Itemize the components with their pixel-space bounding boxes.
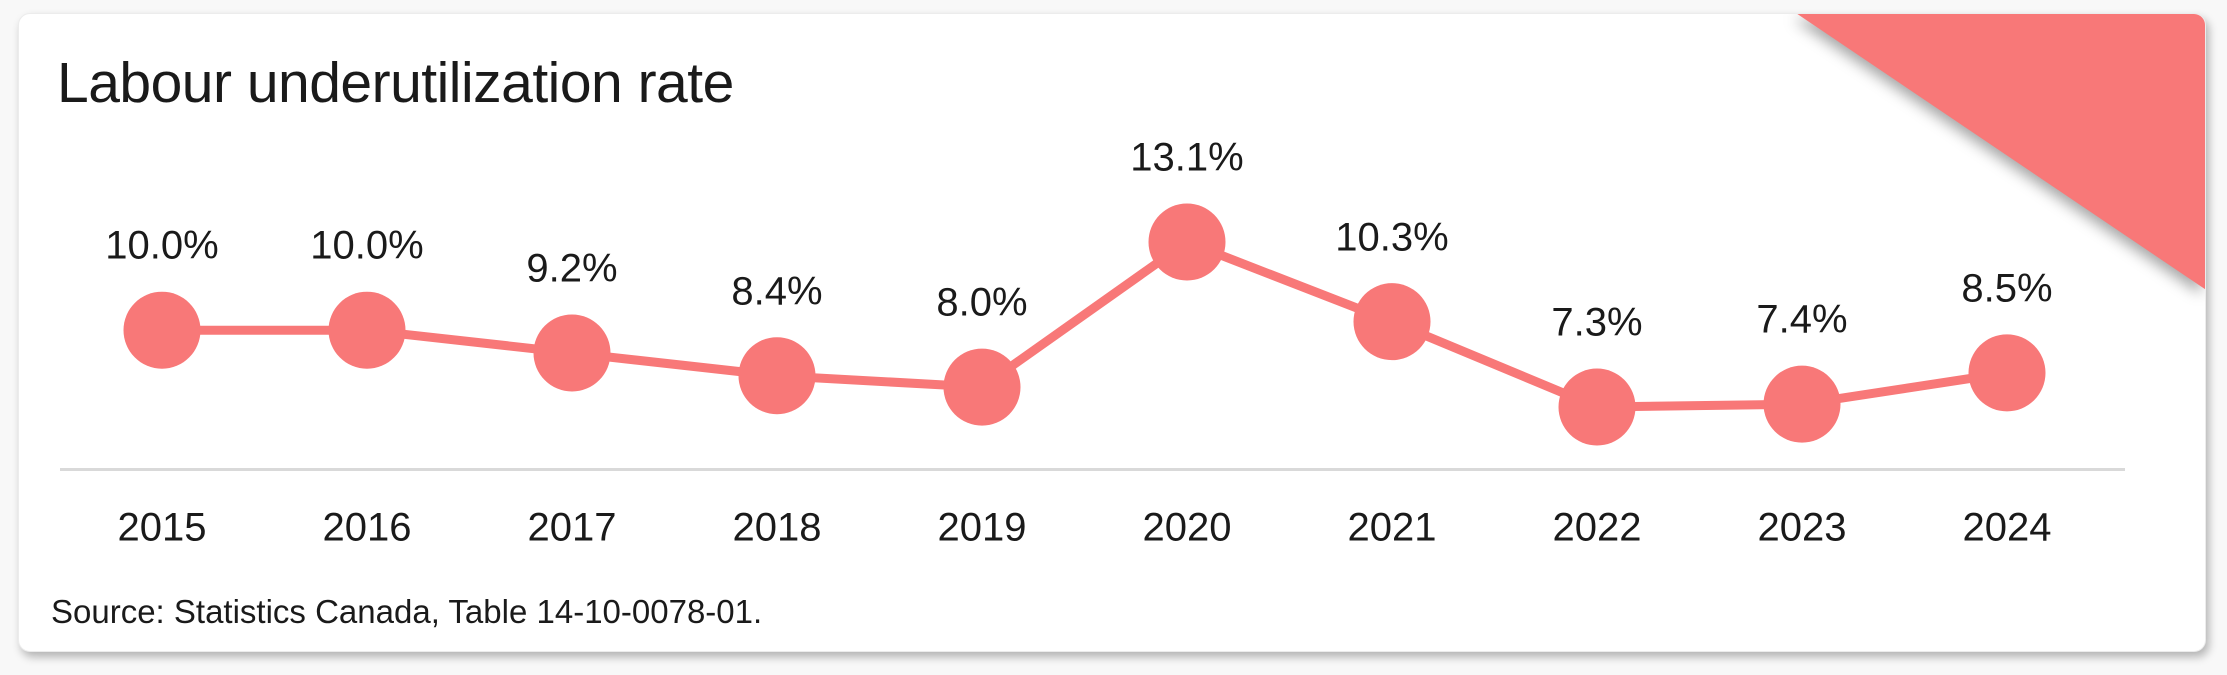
chart-card xyxy=(18,13,2206,652)
corner-triangle xyxy=(1797,14,2205,290)
corner-triangle-decoration xyxy=(1797,14,2205,290)
